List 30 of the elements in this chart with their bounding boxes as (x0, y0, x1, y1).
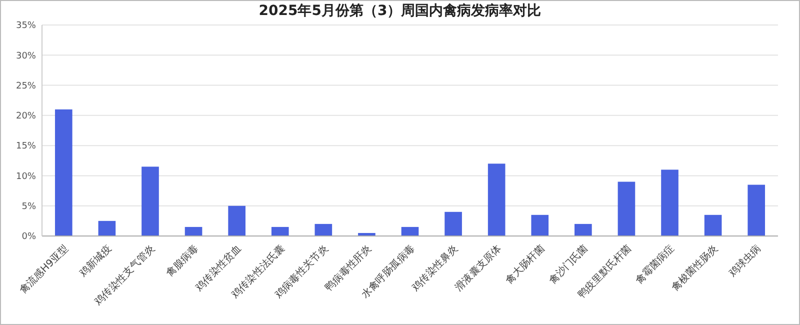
y-tick-label: 0% (22, 232, 36, 242)
bar (142, 166, 159, 236)
y-tick-label: 10% (16, 172, 36, 182)
x-tick-label: 禽大肠杆菌 (503, 242, 547, 286)
bar (271, 226, 289, 236)
bar (228, 206, 246, 236)
chart-title: 2025年5月份第（3）周国内禽病发病率对比 (258, 2, 542, 19)
bar (531, 214, 549, 236)
y-tick-label: 5% (22, 202, 36, 212)
bar (314, 224, 332, 236)
bar (444, 212, 462, 236)
bar (98, 220, 116, 236)
bar (184, 226, 202, 236)
x-tick-label: 鸡球虫病 (726, 242, 764, 280)
y-tick-label: 30% (16, 51, 36, 62)
x-tick-label: 禽流感H9亚型 (17, 242, 71, 296)
x-tick-label: 鸡新城疫 (76, 242, 114, 280)
bar (54, 109, 72, 236)
bar (618, 182, 636, 236)
y-tick-label: 15% (16, 142, 36, 152)
bar (748, 184, 766, 236)
bar (574, 224, 592, 236)
bar (488, 164, 506, 236)
x-tick-label: 禽腺病毒 (164, 242, 201, 280)
bar (401, 226, 419, 236)
y-tick-label: 20% (16, 112, 36, 122)
bar (704, 214, 722, 236)
y-tick-label: 35% (16, 21, 36, 32)
bar (661, 170, 678, 236)
y-tick-label: 25% (16, 81, 36, 92)
